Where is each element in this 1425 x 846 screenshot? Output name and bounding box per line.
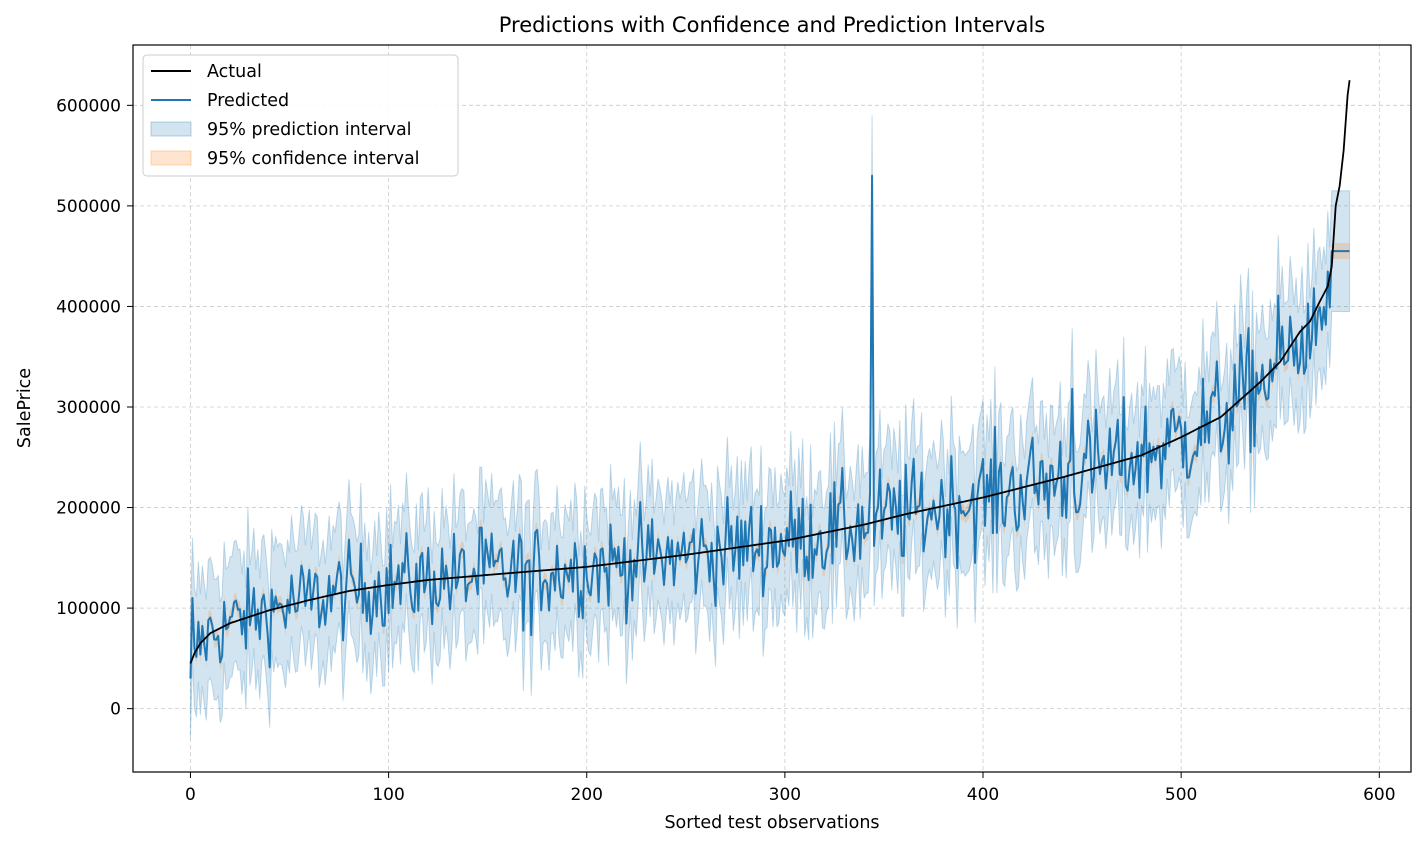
series-lines	[189, 80, 1351, 679]
prediction-interval-area	[189, 115, 1351, 739]
y-tick-label: 300000	[56, 398, 121, 418]
legend-label: 95% prediction interval	[207, 120, 412, 140]
x-axis-title: Sorted test observations	[664, 813, 879, 833]
y-tick-label: 100000	[56, 599, 121, 619]
x-tick-label: 0	[185, 785, 196, 805]
legend-label: Actual	[207, 62, 262, 82]
x-axis-ticks: 0 100 200 300 400 500 600	[185, 772, 1396, 805]
x-tick-label: 400	[967, 785, 999, 805]
x-tick-label: 100	[372, 785, 404, 805]
chart-title: Predictions with Confidence and Predicti…	[499, 13, 1045, 37]
x-tick-label: 500	[1165, 785, 1197, 805]
y-axis-title: SalePrice	[15, 368, 35, 448]
y-tick-label: 200000	[56, 499, 121, 519]
legend-band-swatch	[150, 121, 192, 137]
x-tick-label: 600	[1363, 785, 1395, 805]
y-tick-label: 500000	[56, 197, 121, 217]
grid	[133, 45, 1411, 772]
legend-band-swatch	[150, 150, 192, 166]
y-tick-label: 600000	[56, 96, 121, 116]
predicted-line	[189, 174, 1350, 679]
actual-line	[189, 80, 1351, 664]
x-tick-label: 200	[571, 785, 603, 805]
prediction-interval-band	[189, 115, 1351, 739]
legend-label: 95% confidence interval	[207, 149, 420, 169]
legend-label: Predicted	[207, 91, 289, 111]
legend-frame	[142, 54, 459, 177]
plot-frame	[132, 44, 1412, 773]
y-axis-ticks: 0 100000 200000 300000 400000 500000 600000	[56, 96, 133, 720]
y-tick-label: 0	[110, 700, 121, 720]
y-tick-label: 400000	[56, 297, 121, 317]
legend: Actual Predicted 95% prediction interval 95…	[142, 54, 459, 177]
x-tick-label: 300	[769, 785, 801, 805]
